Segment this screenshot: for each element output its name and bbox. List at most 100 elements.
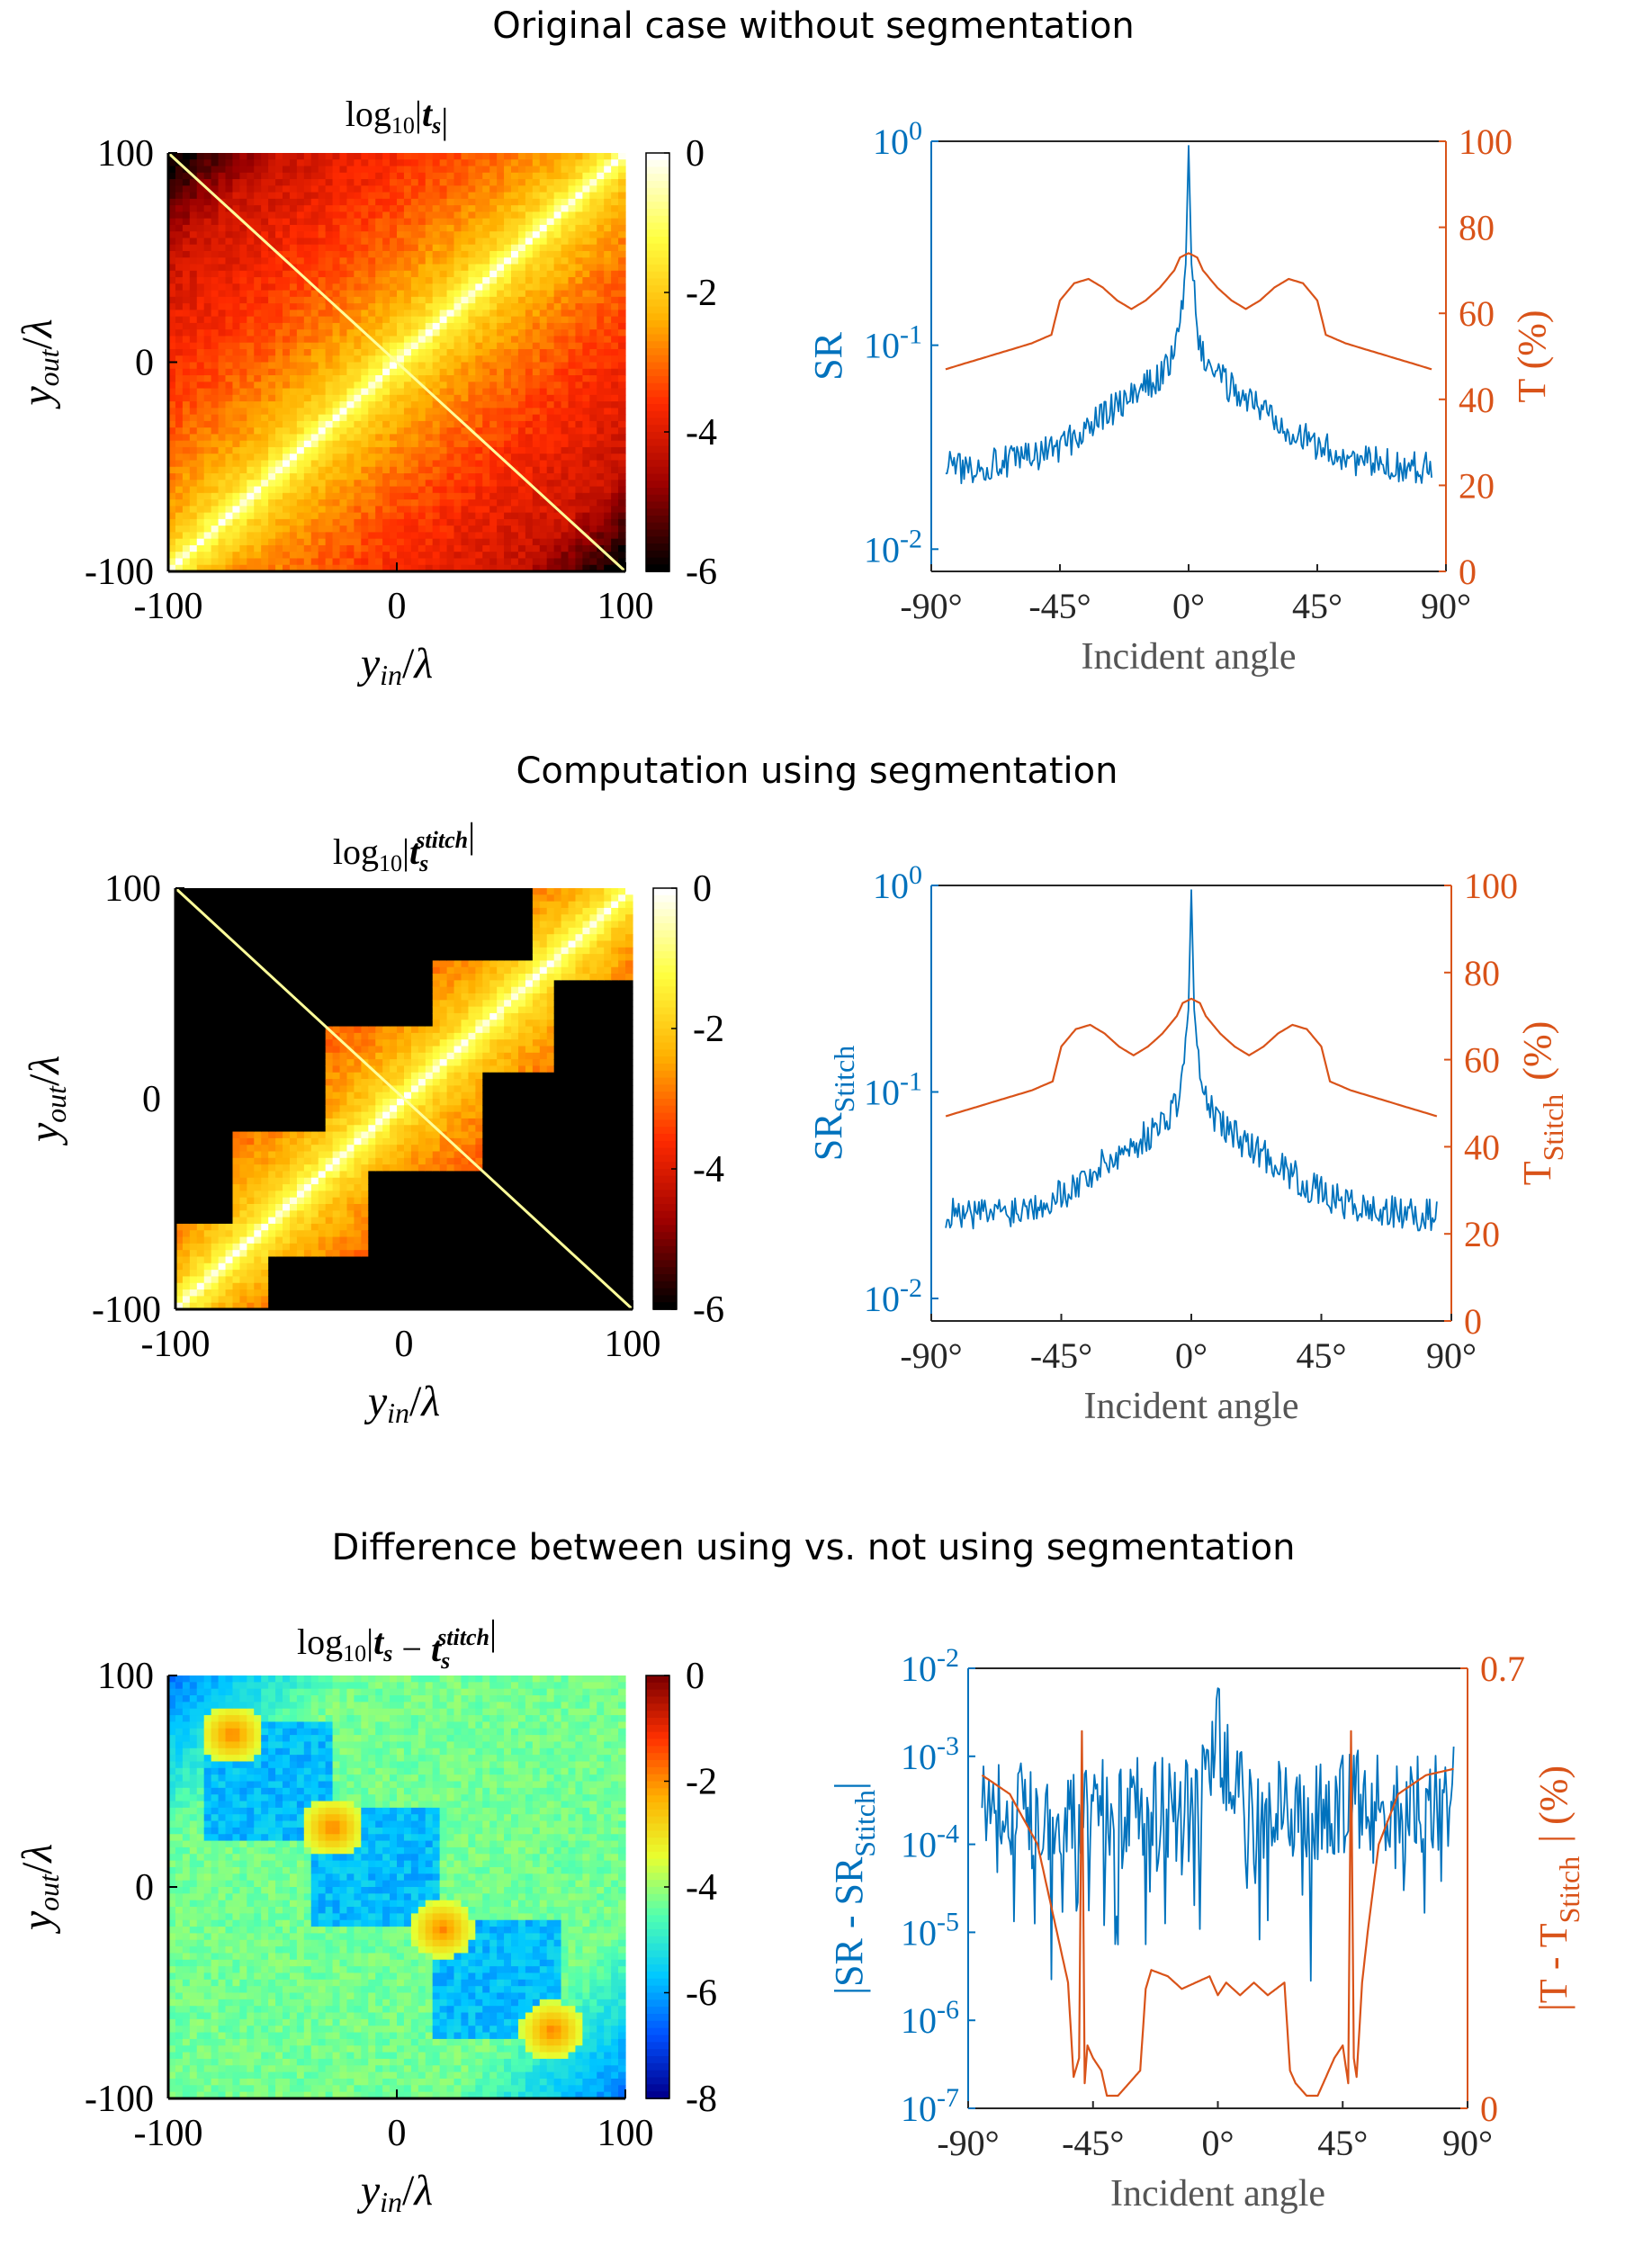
heatmap-cell: [232, 336, 240, 344]
heatmap-cell: [261, 342, 269, 350]
heatmap-cell: [182, 368, 191, 376]
heatmap-cell: [168, 264, 176, 272]
heatmap-cell: [189, 382, 198, 390]
heatmap-cell: [225, 440, 234, 448]
heatmap-cell: [611, 434, 619, 442]
heatmap-cell: [504, 538, 512, 546]
heatmap-cell: [318, 460, 327, 468]
heatmap-cell: [417, 388, 426, 396]
heatmap-cell: [553, 480, 562, 488]
heatmap-cell: [532, 257, 541, 265]
heatmap-cell: [532, 310, 541, 318]
heatmap-cell: [410, 532, 419, 540]
heatmap-cell: [261, 480, 269, 488]
heatmap-cell: [254, 954, 262, 962]
heatmap-cell: [225, 1137, 234, 1145]
heatmap-cell: [439, 238, 448, 246]
heatmap-cell: [497, 552, 505, 560]
heatmap-cell: [439, 264, 448, 272]
heatmap-cell: [203, 388, 212, 396]
heatmap-cell: [410, 440, 419, 448]
heatmap-cell: [575, 446, 583, 454]
heatmap-cell: [346, 238, 355, 246]
heatmap-cell: [303, 434, 312, 442]
heatmap-cell: [175, 466, 184, 474]
heatmap-cell: [589, 348, 597, 356]
heatmap-cell: [182, 1236, 191, 1244]
heatmap-cell: [525, 185, 534, 193]
heatmap-cell: [375, 486, 383, 494]
heatmap-cell: [417, 544, 426, 553]
heatmap-cell: [568, 506, 577, 514]
heatmap-cell: [232, 322, 240, 330]
heatmap-cell: [497, 401, 505, 409]
heatmap-cell: [489, 224, 498, 232]
heatmap-cell: [275, 538, 283, 546]
heatmap-cell: [218, 244, 227, 252]
heatmap-cell: [611, 454, 619, 462]
heatmap-cell: [489, 512, 498, 520]
heatmap-cell: [604, 296, 612, 304]
heatmap-cell: [382, 283, 391, 292]
heatmap-cell: [318, 185, 327, 193]
heatmap-cell: [382, 250, 391, 258]
heatmap-cell: [247, 934, 255, 942]
heatmap-cell: [196, 558, 205, 566]
heatmap-cell: [568, 382, 577, 390]
heatmap-cell: [296, 388, 305, 396]
heatmap-cell: [532, 290, 541, 298]
heatmap-cell: [468, 414, 476, 422]
heatmap-cell: [525, 336, 534, 344]
heatmap-cell: [168, 558, 176, 566]
heatmap-cell: [239, 179, 247, 186]
heatmap-cell: [275, 172, 283, 180]
heatmap-cell: [618, 552, 626, 560]
heatmap-cell: [182, 1032, 191, 1040]
heatmap-cell: [532, 244, 541, 252]
heatmap-cell: [354, 224, 362, 232]
heatmap-cell: [268, 408, 276, 416]
heatmap-cell: [453, 558, 462, 566]
heatmap-cell: [239, 388, 247, 396]
heatmap-cell: [432, 185, 441, 193]
heatmap-cell: [283, 329, 291, 337]
heatmap-cells: [168, 153, 626, 572]
heatmap-cell: [211, 454, 220, 462]
heatmap-cell: [318, 322, 327, 330]
heatmap-cell: [175, 454, 184, 462]
heatmap-cell: [432, 231, 441, 239]
heatmap-cell: [346, 218, 355, 226]
heatmap-cell: [189, 1197, 198, 1205]
heatmap-cell: [561, 270, 570, 278]
heatmap-cell: [582, 238, 590, 246]
heatmap-cell: [346, 532, 355, 540]
heatmap-cell: [525, 499, 534, 507]
heatmap-cell: [597, 460, 605, 468]
heatmap-cell: [296, 375, 305, 382]
heatmap-cell: [261, 277, 269, 284]
heatmap-cell: [517, 427, 526, 436]
heatmap-cell: [189, 375, 198, 382]
heatmap-cell: [203, 499, 212, 507]
heatmap-cell: [382, 290, 391, 298]
heatmap-cell: [439, 192, 448, 200]
heatmap-cell: [553, 322, 562, 330]
heatmap-cell: [296, 159, 305, 167]
heatmap-cell: [325, 480, 334, 488]
heatmap-cell: [390, 401, 398, 409]
heatmap-cell: [303, 558, 312, 566]
heatmap-cell: [247, 993, 255, 1001]
heatmap-cell: [539, 532, 548, 540]
heatmap-cell: [361, 296, 369, 304]
heatmap-cell: [561, 296, 570, 304]
heatmap-cell: [225, 1151, 234, 1159]
heatmap-cell: [332, 486, 341, 494]
heatmap-cell: [332, 473, 341, 481]
heatmap-cell: [247, 454, 255, 462]
heatmap-cell: [225, 1125, 234, 1133]
heatmap-cell: [303, 382, 312, 390]
heatmap-cell: [382, 564, 391, 572]
heatmap-cell: [482, 362, 490, 370]
heatmap-cell: [403, 382, 412, 390]
heatmap-cell: [196, 1256, 205, 1264]
